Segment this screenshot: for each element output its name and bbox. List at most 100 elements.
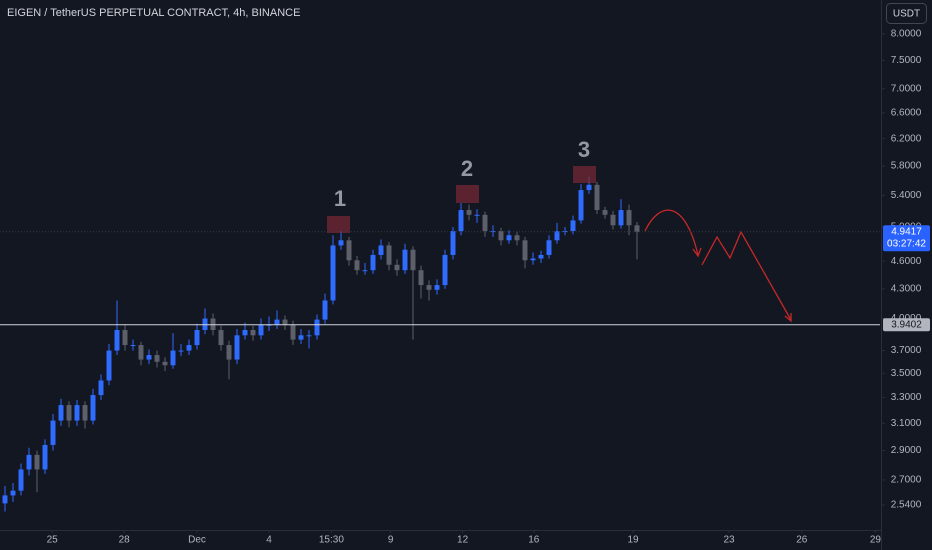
y-tick-label: 3.7000 bbox=[891, 345, 922, 356]
price-label-box bbox=[883, 225, 930, 252]
candle-body bbox=[26, 454, 32, 470]
y-tick-label: 7.5000 bbox=[891, 55, 922, 66]
candle-body bbox=[186, 345, 192, 351]
candle-body bbox=[194, 330, 200, 346]
countdown-label: 03:27:42 bbox=[887, 238, 926, 249]
candle-body bbox=[306, 335, 312, 337]
candle-body bbox=[90, 395, 96, 421]
candle-body bbox=[122, 330, 128, 346]
candle-body bbox=[546, 240, 552, 255]
candle-body bbox=[370, 254, 376, 271]
x-tick-label: 29 bbox=[870, 535, 882, 546]
candle-body bbox=[258, 324, 264, 336]
x-tick-label: Dec bbox=[188, 535, 206, 546]
candle-body bbox=[410, 249, 416, 271]
candle-body bbox=[578, 190, 584, 221]
annotation: 3 bbox=[578, 137, 590, 162]
candle-body bbox=[66, 405, 72, 421]
candle-body bbox=[2, 495, 8, 504]
y-tick-label: 3.5000 bbox=[891, 368, 922, 379]
candle-body bbox=[98, 380, 104, 396]
x-tick-label: 12 bbox=[457, 535, 469, 546]
y-tick-label: 6.6000 bbox=[891, 108, 922, 119]
candle-body bbox=[506, 235, 512, 241]
candle-body bbox=[82, 405, 88, 421]
y-tick-label: 2.7000 bbox=[891, 475, 922, 486]
x-tick-label: 15:30 bbox=[319, 535, 344, 546]
candle-body bbox=[298, 335, 304, 340]
axes: 8.0000 7.5000 7.0000 6.6000 6.2000 5.8000 5.40… bbox=[0, 29, 922, 546]
y-tick-label: 2.9000 bbox=[891, 445, 922, 456]
candle-body bbox=[218, 330, 224, 346]
chart-title: EIGEN / TetherUS PERPETUAL CONTRACT, 4h,… bbox=[7, 7, 300, 19]
x-tick-label: 28 bbox=[119, 535, 131, 546]
candle-body bbox=[634, 225, 640, 232]
candle-body bbox=[314, 319, 320, 336]
candle-body bbox=[602, 210, 608, 215]
candle-body bbox=[234, 335, 240, 360]
candle-body bbox=[10, 490, 16, 496]
candle-body bbox=[170, 350, 176, 366]
candle-body bbox=[250, 330, 256, 336]
price-label: 4.9417 bbox=[891, 226, 922, 237]
candle-body bbox=[466, 210, 472, 215]
candle-body bbox=[490, 231, 496, 233]
candle-body bbox=[266, 324, 272, 326]
candle-body bbox=[378, 245, 384, 255]
y-tick-label: 4.3000 bbox=[891, 284, 922, 295]
x-tick-label: 26 bbox=[796, 535, 808, 546]
candle-body bbox=[362, 270, 368, 272]
y-tick-label: 7.0000 bbox=[891, 83, 922, 94]
candle-body bbox=[290, 324, 296, 340]
candle-body bbox=[74, 405, 80, 421]
y-tick-label: 6.2000 bbox=[891, 133, 922, 144]
candle-body bbox=[18, 469, 24, 491]
y-tick-label: 5.8000 bbox=[891, 161, 922, 172]
price-label: 3.9402 bbox=[891, 319, 922, 330]
candle-body bbox=[34, 454, 40, 470]
drawings: 1 2 3 bbox=[327, 137, 792, 323]
candle-body bbox=[610, 214, 616, 226]
x-tick-label: 9 bbox=[388, 535, 394, 546]
candle-body bbox=[58, 405, 64, 421]
candle-body bbox=[386, 245, 392, 265]
price-label-box bbox=[883, 318, 930, 332]
candle-body bbox=[114, 330, 120, 351]
y-tick-label: 4.6000 bbox=[891, 256, 922, 267]
projection-arrow bbox=[701, 230, 792, 321]
peak-box bbox=[573, 166, 596, 183]
x-tick-label: 19 bbox=[627, 535, 639, 546]
currency-label[interactable]: USDT bbox=[893, 9, 920, 20]
y-tick-label: 2.5400 bbox=[891, 500, 922, 511]
candle-body bbox=[474, 214, 480, 216]
candle-body bbox=[330, 245, 336, 301]
y-tick-label: 3.1000 bbox=[891, 418, 922, 429]
candle-body bbox=[594, 184, 600, 211]
x-tick-label: 16 bbox=[528, 535, 540, 546]
x-tick-label: 23 bbox=[723, 535, 735, 546]
candle-body bbox=[138, 345, 144, 360]
candle-body bbox=[50, 420, 56, 445]
currency-button[interactable] bbox=[886, 3, 927, 24]
candle-body bbox=[626, 210, 632, 226]
candle-body bbox=[106, 350, 112, 381]
candle-body bbox=[482, 214, 488, 232]
candle-body bbox=[514, 235, 520, 241]
x-tick-label: 4 bbox=[266, 535, 272, 546]
arrow-head bbox=[784, 313, 792, 323]
candle-body bbox=[554, 231, 560, 241]
x-tick-label: 25 bbox=[47, 535, 59, 546]
y-tick-label: 8.0000 bbox=[891, 29, 922, 40]
candle-body bbox=[338, 240, 344, 246]
candle-body bbox=[42, 444, 48, 470]
candle-body bbox=[426, 285, 432, 290]
candle-body bbox=[154, 355, 160, 362]
y-tick-label: 5.4000 bbox=[891, 190, 922, 201]
annotation: 2 bbox=[461, 156, 473, 181]
arrow-head bbox=[692, 247, 702, 258]
candle-body bbox=[562, 231, 568, 233]
y-tick-label: 3.3000 bbox=[891, 392, 922, 403]
candle-body bbox=[586, 184, 592, 191]
